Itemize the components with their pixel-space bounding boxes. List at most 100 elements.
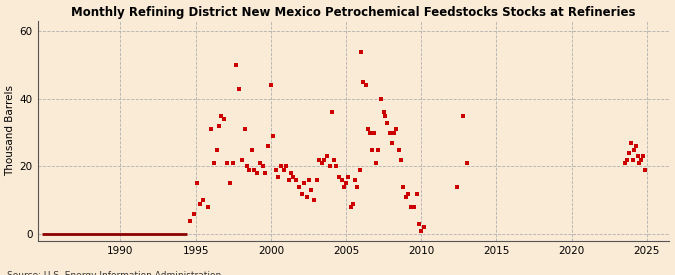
Point xyxy=(213,124,224,128)
Point xyxy=(198,198,209,202)
Point xyxy=(632,154,643,158)
Point xyxy=(321,154,332,158)
Point xyxy=(367,147,378,152)
Point xyxy=(338,185,349,189)
Point xyxy=(387,141,398,145)
Point xyxy=(244,168,254,172)
Point xyxy=(242,164,252,169)
Point xyxy=(296,191,307,196)
Point xyxy=(628,158,639,162)
Point xyxy=(239,127,250,131)
Point xyxy=(358,80,369,84)
Point xyxy=(228,161,239,165)
Y-axis label: Thousand Barrels: Thousand Barrels xyxy=(5,86,16,177)
Point xyxy=(462,161,472,165)
Point xyxy=(252,171,263,175)
Point xyxy=(222,161,233,165)
Point xyxy=(324,164,335,169)
Point xyxy=(294,185,305,189)
Point xyxy=(345,205,356,209)
Point xyxy=(333,174,344,179)
Point xyxy=(416,229,427,233)
Point xyxy=(311,178,322,182)
Point xyxy=(639,168,650,172)
Point xyxy=(637,154,648,158)
Point xyxy=(327,110,338,115)
Point xyxy=(314,158,325,162)
Point xyxy=(317,161,327,165)
Point xyxy=(275,164,286,169)
Point xyxy=(360,83,371,87)
Point xyxy=(298,181,309,186)
Point xyxy=(304,178,315,182)
Point xyxy=(249,168,260,172)
Point xyxy=(411,191,422,196)
Point xyxy=(636,158,647,162)
Point xyxy=(202,205,213,209)
Point xyxy=(331,164,342,169)
Point xyxy=(281,164,292,169)
Point xyxy=(401,195,412,199)
Point xyxy=(452,185,463,189)
Point xyxy=(418,225,429,230)
Point xyxy=(341,181,352,186)
Point xyxy=(378,110,389,115)
Point xyxy=(457,114,468,118)
Point xyxy=(236,158,247,162)
Point xyxy=(396,158,406,162)
Point xyxy=(284,178,294,182)
Point xyxy=(273,174,284,179)
Title: Monthly Refining District New Mexico Petrochemical Feedstocks Stocks at Refineri: Monthly Refining District New Mexico Pet… xyxy=(72,6,636,18)
Point xyxy=(271,168,281,172)
Point xyxy=(630,144,641,148)
Point xyxy=(278,168,289,172)
Point xyxy=(389,130,400,135)
Point xyxy=(309,198,320,202)
Point xyxy=(369,130,379,135)
Point xyxy=(634,161,645,165)
Point xyxy=(306,188,317,192)
Point xyxy=(398,185,408,189)
Point xyxy=(352,185,362,189)
Point xyxy=(246,147,257,152)
Point xyxy=(265,83,276,87)
Text: Source: U.S. Energy Information Administration: Source: U.S. Energy Information Administ… xyxy=(7,271,221,275)
Point xyxy=(336,178,347,182)
Point xyxy=(263,144,273,148)
Point xyxy=(414,222,425,226)
Point xyxy=(375,97,386,101)
Point xyxy=(268,134,279,138)
Point xyxy=(406,205,417,209)
Point xyxy=(348,202,358,206)
Point xyxy=(195,202,206,206)
Point xyxy=(192,181,202,186)
Point xyxy=(286,171,296,175)
Point xyxy=(380,114,391,118)
Point xyxy=(209,161,219,165)
Point xyxy=(629,147,640,152)
Point xyxy=(624,151,634,155)
Point xyxy=(362,127,373,131)
Point xyxy=(373,147,384,152)
Point xyxy=(384,130,395,135)
Point xyxy=(225,181,236,186)
Point xyxy=(371,161,381,165)
Point xyxy=(403,191,414,196)
Point xyxy=(350,178,360,182)
Point xyxy=(189,211,200,216)
Point xyxy=(302,195,313,199)
Point xyxy=(356,49,367,54)
Point xyxy=(391,127,402,131)
Point xyxy=(364,130,375,135)
Point xyxy=(620,161,630,165)
Point xyxy=(291,178,302,182)
Point xyxy=(233,87,244,91)
Point xyxy=(205,127,216,131)
Point xyxy=(184,218,195,223)
Point xyxy=(626,141,637,145)
Point xyxy=(408,205,419,209)
Point xyxy=(319,158,329,162)
Point xyxy=(288,174,299,179)
Point xyxy=(394,147,404,152)
Point xyxy=(255,161,266,165)
